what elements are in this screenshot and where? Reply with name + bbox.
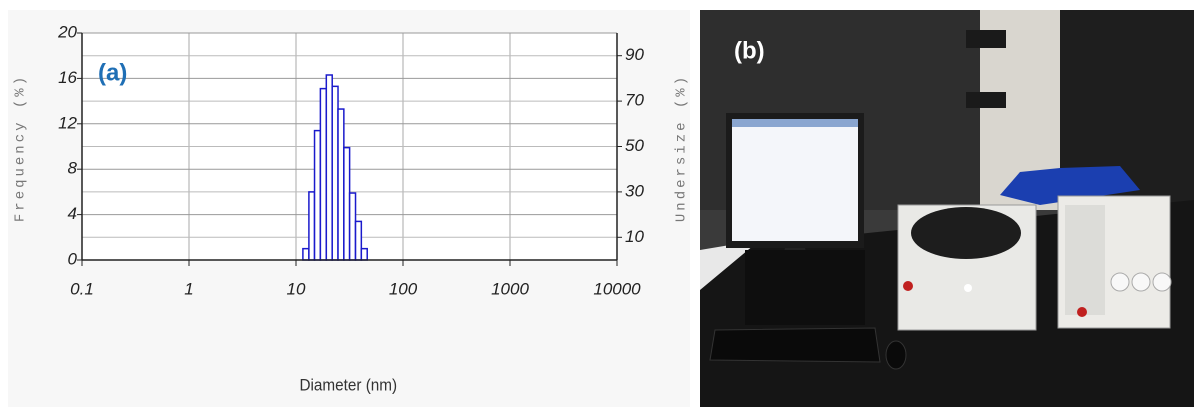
y2-axis-label: Undersize (%) — [674, 74, 690, 222]
bar — [348, 192, 357, 261]
logo — [903, 281, 913, 291]
vial — [1152, 272, 1172, 292]
x-tick-label: 1 — [184, 279, 193, 298]
bar — [354, 220, 363, 261]
x-tick-label: 1000 — [491, 279, 529, 298]
x-tick-label: 100 — [389, 279, 418, 298]
bar — [325, 74, 333, 261]
y-tick-label: 20 — [57, 22, 77, 41]
photo: (b) — [700, 10, 1194, 407]
x-axis-label: Diameter (nm) — [299, 376, 397, 395]
bar — [302, 247, 310, 261]
y2-tick-label: 10 — [625, 227, 644, 246]
x-tick-label: 10000 — [593, 279, 641, 298]
x-tick-label: 10 — [287, 279, 306, 298]
y-tick-label: 16 — [58, 68, 77, 87]
y2-tick-label: 50 — [625, 136, 644, 155]
computer — [745, 250, 865, 325]
panel-label: (a) — [98, 59, 127, 86]
y2-tick-label: 70 — [625, 91, 644, 110]
screen-bar — [732, 119, 858, 127]
bag — [1000, 166, 1140, 205]
y-tick-label: 8 — [68, 159, 78, 178]
y2-tick-label: 30 — [625, 181, 644, 200]
bar — [319, 87, 328, 261]
wall-block — [966, 30, 1006, 48]
panel-label: (b) — [734, 37, 765, 64]
sampler-column — [1065, 205, 1105, 315]
y2-tick-label: 90 — [625, 45, 644, 64]
analyzer-lid — [911, 207, 1021, 259]
y-tick-label: 4 — [68, 204, 77, 223]
bar — [337, 108, 345, 261]
monitor-screen — [732, 119, 858, 241]
bar — [308, 191, 316, 261]
wall-block — [966, 92, 1006, 108]
keyboard — [709, 327, 881, 363]
y-tick-label: 12 — [58, 113, 77, 132]
y-tick-label: 0 — [68, 249, 78, 268]
y-axis-label: Frequency (%) — [13, 74, 29, 222]
x-tick-label: 0.1 — [70, 279, 94, 298]
vial — [1131, 272, 1151, 292]
bar — [331, 85, 339, 261]
analyzer-light — [964, 284, 972, 292]
vial — [1110, 272, 1130, 292]
bar — [360, 247, 368, 261]
bar — [343, 146, 351, 261]
logo — [1077, 307, 1087, 317]
mouse — [885, 340, 907, 370]
bar — [313, 129, 322, 261]
